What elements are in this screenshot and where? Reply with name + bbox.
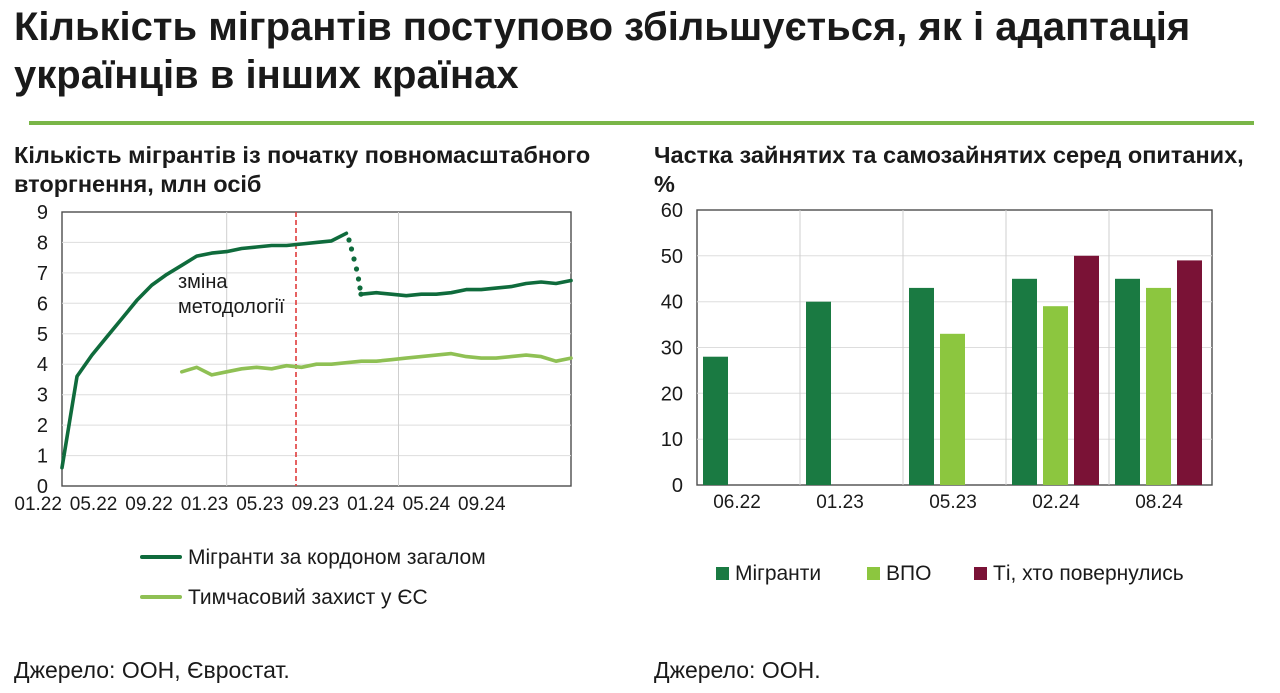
svg-text:3: 3 <box>37 385 48 407</box>
svg-text:01.23: 01.23 <box>181 494 229 515</box>
svg-text:5: 5 <box>37 324 48 346</box>
svg-text:02.24: 02.24 <box>1032 492 1080 513</box>
svg-text:05.23: 05.23 <box>236 494 284 515</box>
svg-text:01.24: 01.24 <box>347 494 395 515</box>
svg-text:30: 30 <box>661 338 683 360</box>
svg-text:4: 4 <box>37 354 48 376</box>
svg-text:методології: методології <box>178 296 285 318</box>
svg-text:50: 50 <box>661 246 683 268</box>
svg-text:0: 0 <box>672 475 683 497</box>
svg-text:05.24: 05.24 <box>403 494 451 515</box>
svg-text:01.22: 01.22 <box>14 494 62 515</box>
svg-text:08.24: 08.24 <box>1135 492 1183 513</box>
svg-text:40: 40 <box>661 292 683 314</box>
svg-text:09.22: 09.22 <box>125 494 173 515</box>
svg-text:2: 2 <box>37 415 48 437</box>
svg-text:7: 7 <box>37 263 48 285</box>
svg-text:9: 9 <box>37 202 48 224</box>
svg-text:09.24: 09.24 <box>458 494 506 515</box>
svg-text:05.22: 05.22 <box>70 494 118 515</box>
svg-text:зміна: зміна <box>178 271 228 293</box>
svg-text:01.23: 01.23 <box>816 492 864 513</box>
svg-text:05.23: 05.23 <box>929 492 977 513</box>
svg-text:6: 6 <box>37 293 48 315</box>
svg-text:60: 60 <box>661 200 683 222</box>
svg-text:10: 10 <box>661 429 683 451</box>
svg-text:20: 20 <box>661 383 683 405</box>
svg-text:1: 1 <box>37 446 48 468</box>
svg-text:06.22: 06.22 <box>713 492 761 513</box>
svg-text:8: 8 <box>37 232 48 254</box>
svg-text:09.23: 09.23 <box>292 494 340 515</box>
